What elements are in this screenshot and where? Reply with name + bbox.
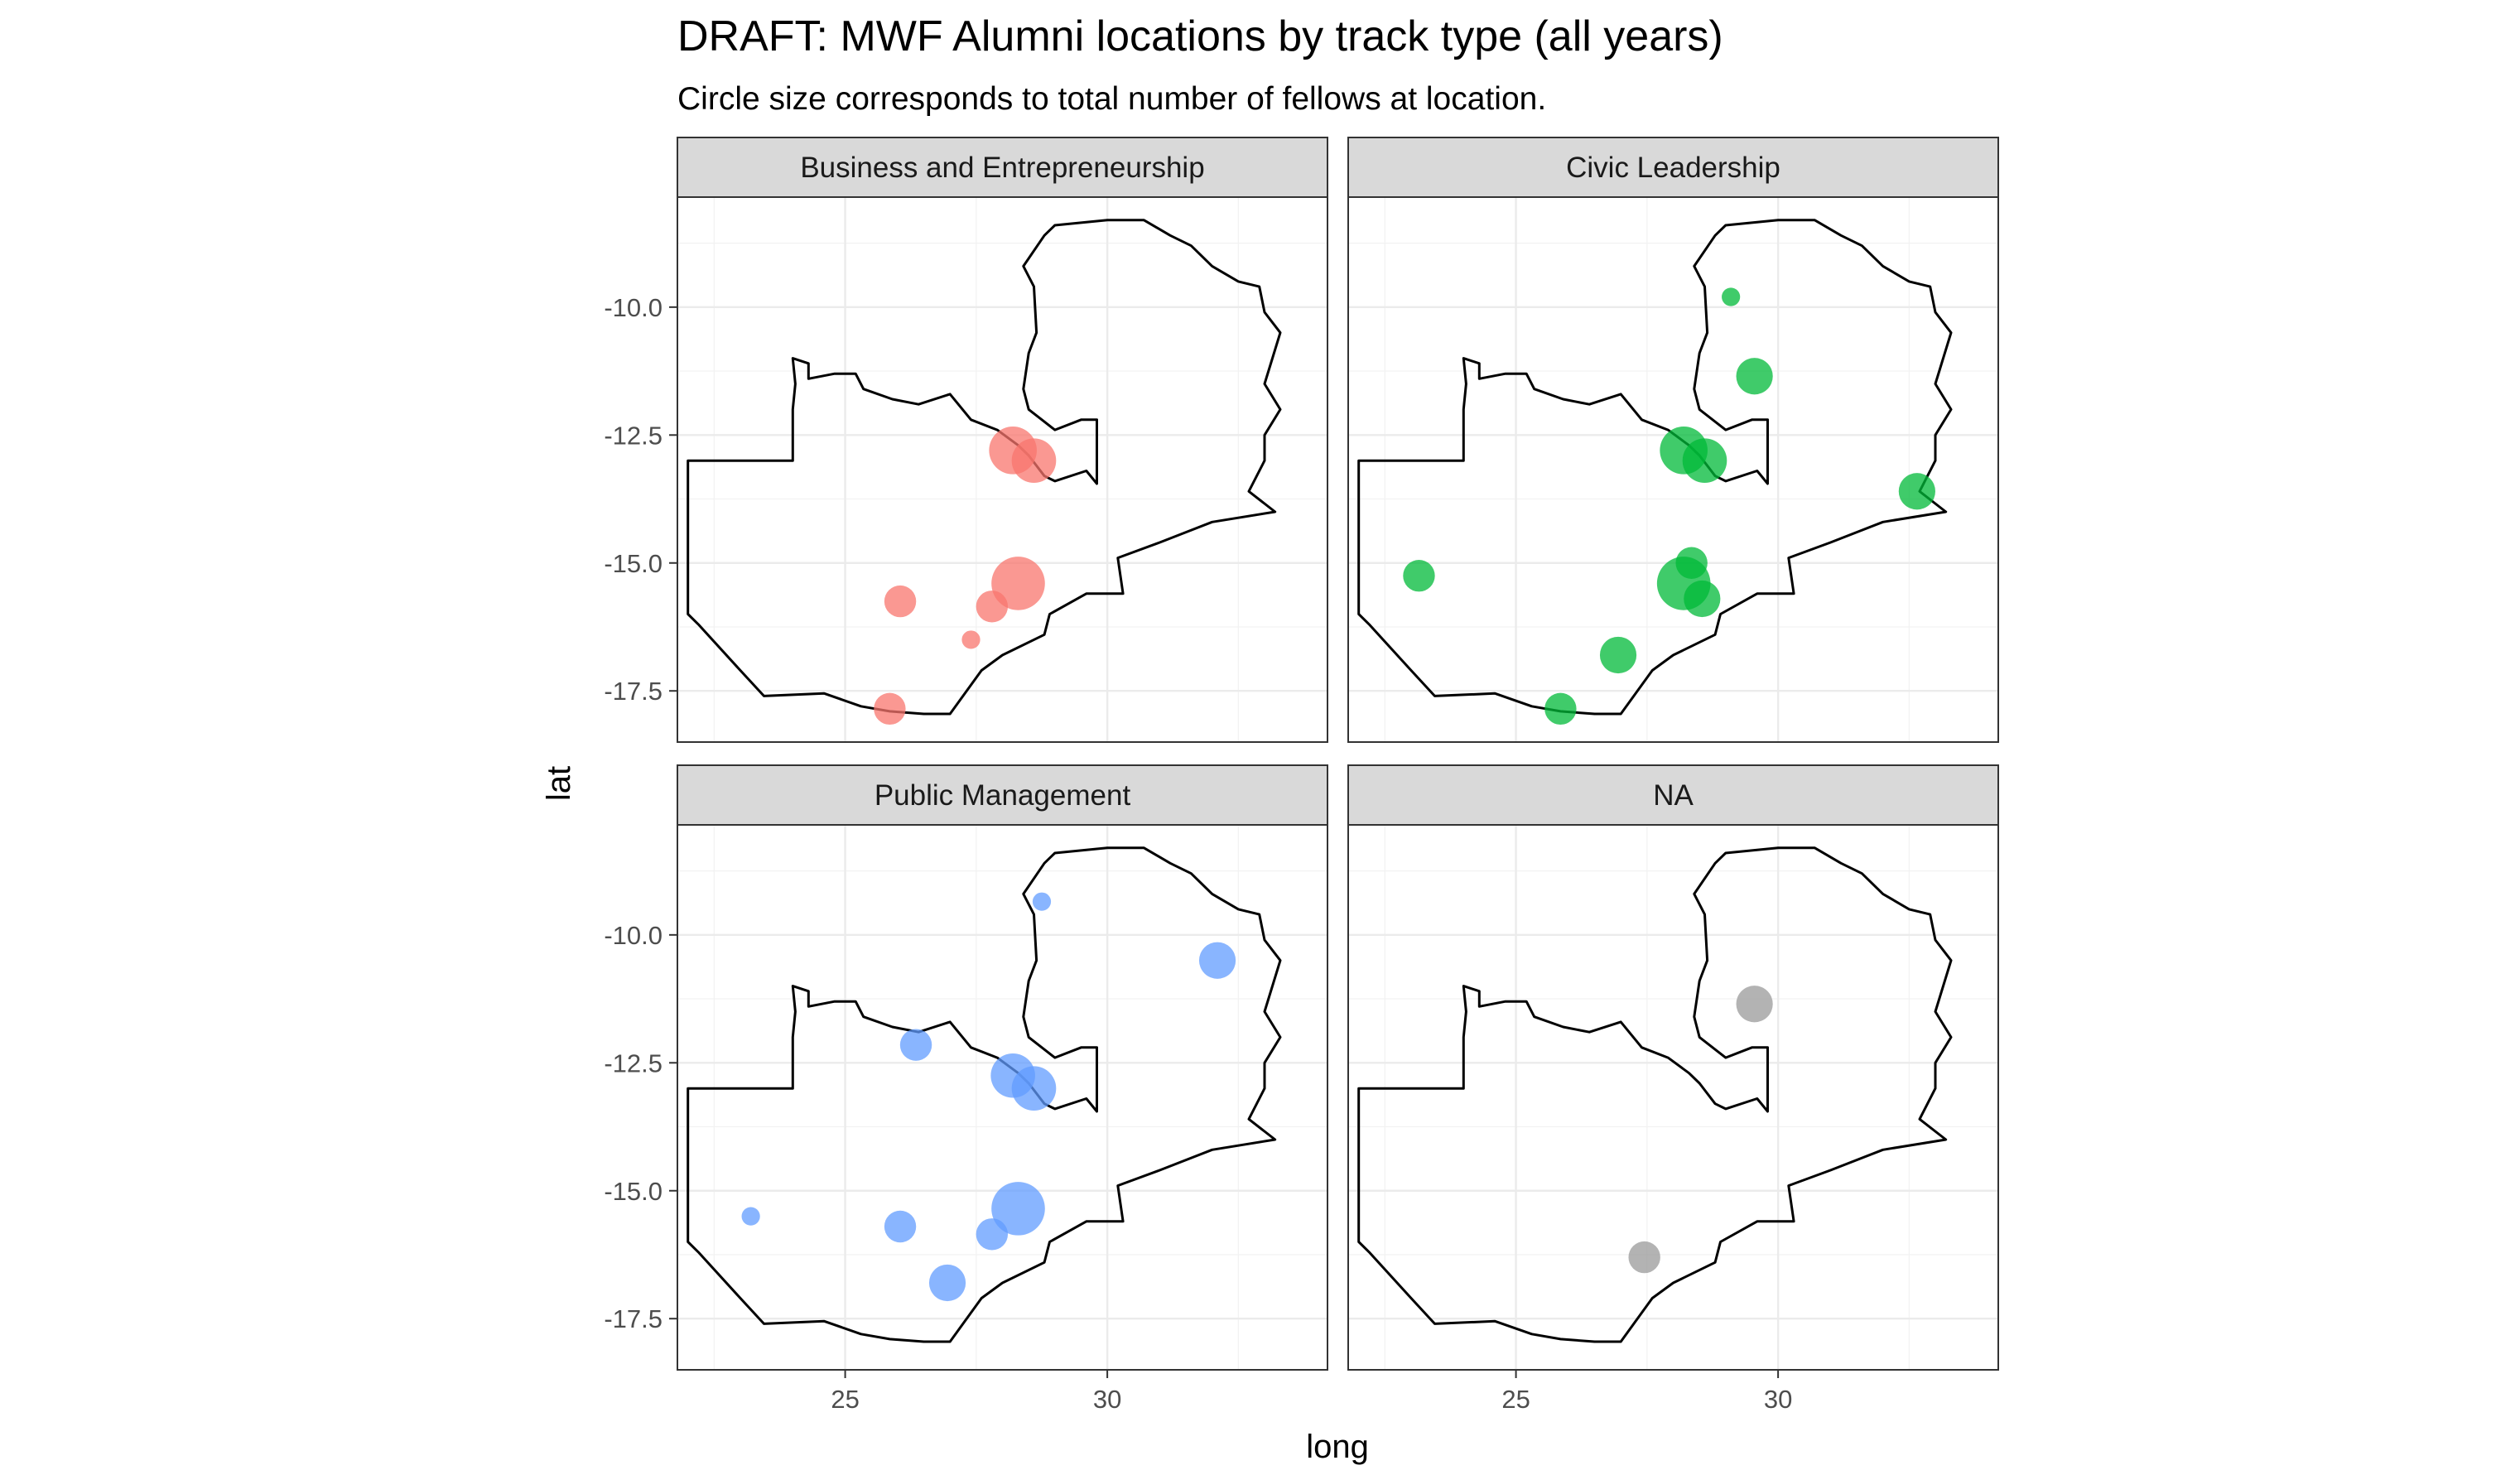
panel-border <box>677 196 1328 743</box>
chart-title: DRAFT: MWF Alumni locations by track typ… <box>677 12 1723 60</box>
data-point <box>1628 1241 1660 1274</box>
data-point <box>1736 986 1773 1023</box>
panel-background <box>1348 825 1998 1370</box>
data-point <box>1198 942 1236 979</box>
y-tick-label: -12.5 <box>604 1048 663 1077</box>
facet-panel-civic-leadership: Civic Leadership <box>1347 137 1999 743</box>
facet-panel-na: NA 25 30 <box>1347 764 1999 1414</box>
data-point <box>1544 692 1577 725</box>
facet-strip-label: NA <box>1653 779 1694 812</box>
panel-border <box>1347 824 1999 1371</box>
data-point <box>1011 1066 1057 1111</box>
data-point <box>884 1210 917 1243</box>
chart-subtitle: Circle size corresponds to total number … <box>677 81 1547 117</box>
data-point <box>1656 557 1711 610</box>
facet-strip-label: Business and Entrepreneurship <box>800 152 1204 184</box>
facet-strip-label: Public Management <box>875 779 1131 812</box>
data-point <box>976 1218 1009 1251</box>
data-point <box>961 630 981 649</box>
data-point <box>991 1182 1045 1236</box>
data-point <box>741 1207 760 1226</box>
y-tick-label: -10.0 <box>604 293 663 322</box>
data-point <box>1736 358 1773 395</box>
data-point <box>899 1029 932 1061</box>
country-boundary <box>1357 846 1953 1343</box>
x-axis-title: long <box>1306 1429 1369 1465</box>
data-point <box>874 692 906 725</box>
data-point <box>1403 560 1435 592</box>
y-axis-title: lat <box>541 766 577 801</box>
y-tick-label: -10.0 <box>604 921 663 950</box>
y-tick-label: -17.5 <box>604 1304 663 1333</box>
country-boundary <box>1357 219 1953 716</box>
data-point <box>1032 892 1052 911</box>
country-boundary <box>687 219 1282 716</box>
data-point <box>884 585 917 618</box>
facet-strip <box>1347 137 1999 198</box>
facet-strip <box>677 764 1328 826</box>
panel-border <box>677 824 1328 1371</box>
data-point <box>991 557 1045 610</box>
panel-border <box>1347 196 1999 743</box>
y-tick-label: -12.5 <box>604 421 663 450</box>
facet-panel-business-and-entrepreneurship: Business and Entrepreneurship -10.0 -12.5 -… <box>604 137 1328 743</box>
y-tick-label: -17.5 <box>604 677 663 706</box>
facet-strip-label: Civic Leadership <box>1566 152 1780 184</box>
y-tick-label: -15.0 <box>604 549 663 578</box>
data-point <box>976 590 1009 623</box>
x-tick-label: 30 <box>1764 1385 1792 1414</box>
data-point <box>1011 438 1057 483</box>
country-boundary <box>687 846 1282 1343</box>
x-tick-label: 25 <box>1501 1385 1530 1414</box>
data-point <box>928 1264 966 1302</box>
y-tick-label: -15.0 <box>604 1177 663 1206</box>
x-tick-label: 30 <box>1093 1385 1121 1414</box>
facet-panel-public-management: Public Management -10.0 -12.5 -15.0 -17.5 25 3… <box>604 764 1328 1414</box>
facet-strip <box>1347 764 1999 826</box>
x-tick-label: 25 <box>831 1385 859 1414</box>
data-point <box>1682 438 1727 483</box>
panel-background <box>677 825 1327 1370</box>
data-point <box>1722 287 1741 306</box>
data-point <box>1898 473 1935 510</box>
data-point <box>1599 636 1637 674</box>
